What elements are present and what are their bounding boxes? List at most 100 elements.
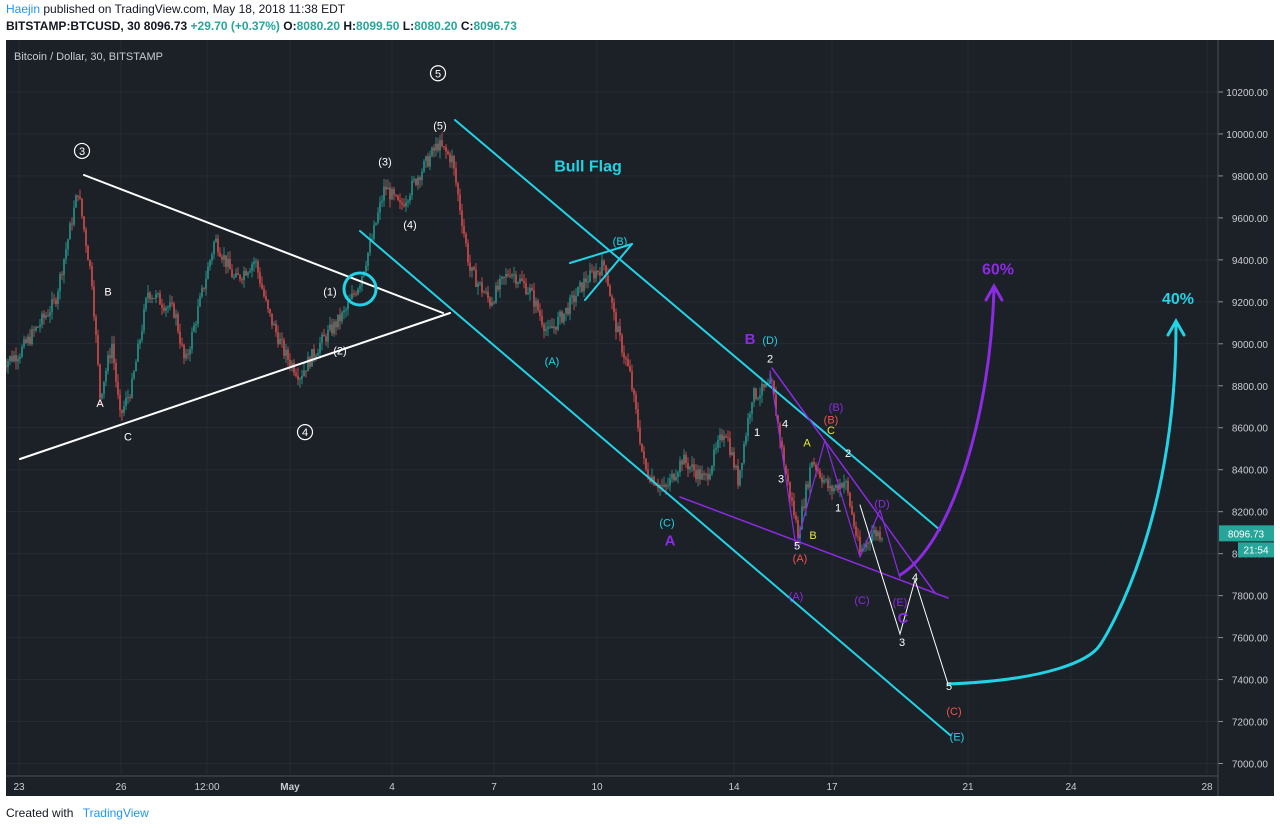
candle-body — [445, 146, 447, 152]
candle-body — [127, 397, 129, 399]
candle-body — [631, 371, 633, 390]
candle-body — [615, 312, 617, 333]
candle-body — [413, 179, 415, 181]
candle-body — [237, 273, 239, 276]
arrow-head-60 — [984, 282, 1004, 302]
wave-label: (A) — [789, 591, 804, 603]
candle-body — [261, 283, 263, 289]
candle-body — [247, 272, 249, 276]
high-value: 8099.50 — [356, 19, 400, 33]
candle-body — [415, 179, 417, 185]
candle-body — [775, 394, 777, 416]
candle-body — [635, 394, 637, 410]
price-axis-label: 8800.00 — [1232, 382, 1269, 393]
candle-body — [579, 282, 581, 287]
candle-body — [21, 346, 23, 357]
candle-body — [449, 153, 451, 163]
candle-body — [439, 140, 441, 151]
wave-label: C — [124, 431, 132, 443]
author-link[interactable]: Haejin — [6, 2, 41, 16]
candle-body — [751, 402, 753, 414]
candle-body — [641, 443, 643, 452]
candle-body — [245, 270, 247, 276]
time-axis-label: 26 — [115, 782, 127, 793]
candle-body — [97, 335, 99, 365]
candle-body — [627, 359, 629, 366]
chart-svg[interactable]: 7000.007200.007400.007600.007800.008000.… — [1, 40, 1274, 796]
time-axis-label: 28 — [1201, 782, 1213, 793]
candle-body — [263, 288, 265, 297]
chart-title: Bitcoin / Dollar, 30, BITSTAMP — [14, 51, 163, 63]
candle-body — [243, 270, 245, 281]
candle-body — [869, 541, 871, 543]
candle-body — [801, 506, 803, 530]
candle-body — [807, 484, 809, 488]
candle-body — [483, 292, 485, 294]
channel-upper-line — [454, 119, 941, 531]
purple-lower-trendline — [679, 496, 949, 599]
candle-body — [599, 271, 601, 276]
candle-body — [463, 225, 465, 234]
candle-body — [203, 287, 205, 289]
candle-body — [291, 362, 293, 367]
purple-wave-b — [795, 439, 826, 548]
candle-body — [177, 314, 179, 332]
candle-body — [147, 292, 149, 299]
chart-area[interactable]: 7000.007200.007400.007600.007800.008000.… — [1, 40, 1274, 796]
candle-body — [695, 470, 697, 480]
candle-body — [443, 146, 445, 148]
candle-body — [239, 275, 241, 280]
candle-body — [825, 479, 827, 481]
candle-body — [465, 233, 467, 244]
candle-body — [549, 326, 551, 328]
candle-body — [199, 296, 201, 307]
candle-body — [749, 413, 751, 419]
countdown-badge — [1238, 542, 1274, 558]
tradingview-brand[interactable]: TradingView — [82, 806, 149, 820]
candle-body — [525, 283, 527, 295]
candle-body — [871, 533, 873, 542]
candle-body — [597, 270, 599, 272]
candle-body — [5, 366, 7, 368]
candle-body — [729, 438, 731, 455]
wave-label: 5 — [435, 68, 441, 80]
symbol-text: BITSTAMP:BTCUSD, 30 — [6, 19, 141, 33]
candle-body — [529, 287, 531, 293]
wave-label: C — [898, 610, 909, 627]
candle-body — [153, 298, 155, 300]
candle-body — [827, 479, 829, 489]
candle-body — [591, 270, 593, 272]
candle-body — [495, 285, 497, 303]
candle-body — [457, 183, 459, 195]
candle-body — [233, 276, 235, 278]
candle-body — [227, 258, 229, 267]
candle-body — [487, 291, 489, 299]
candle-body — [337, 314, 339, 328]
candle-body — [65, 249, 67, 260]
candle-body — [681, 460, 683, 465]
candle-body — [357, 288, 359, 295]
candle-body — [359, 285, 361, 289]
candle-body — [829, 486, 831, 489]
candle-body — [491, 302, 493, 306]
candle-body — [169, 302, 171, 307]
candle-body — [171, 302, 173, 304]
candle-body — [403, 204, 405, 207]
candle-body — [265, 296, 267, 301]
arc-60-percent — [898, 288, 996, 577]
candle-body — [305, 370, 307, 372]
candle-body — [287, 349, 289, 360]
candle-body — [75, 195, 77, 208]
candle-body — [839, 483, 841, 491]
candle-body — [369, 240, 371, 253]
candle-body — [27, 336, 29, 343]
candle-body — [653, 476, 655, 485]
candle-body — [191, 331, 193, 350]
candle-body — [181, 343, 183, 345]
candle-body — [603, 260, 605, 266]
candle-body — [165, 307, 167, 311]
candle-body — [19, 356, 21, 360]
wave-label: 4 — [782, 419, 788, 431]
candle-body — [123, 405, 125, 413]
candle-body — [867, 542, 869, 544]
